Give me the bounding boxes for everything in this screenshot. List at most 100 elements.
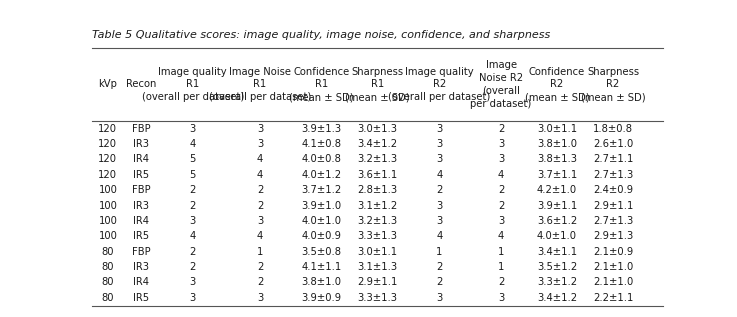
Text: 3.9±1.3: 3.9±1.3 <box>301 124 342 134</box>
Text: 4: 4 <box>257 170 263 180</box>
Text: 100: 100 <box>99 201 117 210</box>
Text: 3: 3 <box>189 293 196 303</box>
Text: 4.0±1.0: 4.0±1.0 <box>301 216 342 226</box>
Text: 3: 3 <box>436 216 442 226</box>
Text: 2.1±0.9: 2.1±0.9 <box>593 247 633 257</box>
Text: 3: 3 <box>436 139 442 149</box>
Text: Image quality
R1
(overall per dataset): Image quality R1 (overall per dataset) <box>142 67 244 102</box>
Text: 3.0±1.1: 3.0±1.1 <box>357 247 398 257</box>
Text: Image Noise
R1
(overall per dataset): Image Noise R1 (overall per dataset) <box>209 67 311 102</box>
Text: 3.0±1.1: 3.0±1.1 <box>537 124 577 134</box>
Text: 80: 80 <box>102 277 114 288</box>
Text: 2.1±1.0: 2.1±1.0 <box>593 277 633 288</box>
Text: 3.3±1.2: 3.3±1.2 <box>537 277 577 288</box>
Text: 3: 3 <box>436 124 442 134</box>
Text: 3: 3 <box>498 293 504 303</box>
Text: Recon: Recon <box>126 80 156 89</box>
Text: 2: 2 <box>498 185 504 195</box>
Text: 120: 120 <box>98 170 117 180</box>
Text: 3.8±1.0: 3.8±1.0 <box>537 139 577 149</box>
Text: 3.5±0.8: 3.5±0.8 <box>301 247 342 257</box>
Text: 4.0±1.2: 4.0±1.2 <box>301 170 342 180</box>
Text: 3: 3 <box>436 293 442 303</box>
Text: 2: 2 <box>498 124 504 134</box>
Text: 2: 2 <box>189 247 196 257</box>
Text: 3.1±1.3: 3.1±1.3 <box>357 262 398 272</box>
Text: 1.8±0.8: 1.8±0.8 <box>593 124 633 134</box>
Text: 2: 2 <box>257 262 263 272</box>
Text: 2: 2 <box>189 262 196 272</box>
Text: 5: 5 <box>189 154 196 165</box>
Text: Image quality
R2
(overall per dataset): Image quality R2 (overall per dataset) <box>388 67 491 102</box>
Text: Image
Noise R2
(overall
per dataset): Image Noise R2 (overall per dataset) <box>470 60 531 109</box>
Text: 3: 3 <box>436 201 442 210</box>
Text: 3.2±1.3: 3.2±1.3 <box>357 154 398 165</box>
Text: 1: 1 <box>498 247 504 257</box>
Text: 3.9±0.9: 3.9±0.9 <box>301 293 342 303</box>
Text: 1: 1 <box>498 262 504 272</box>
Text: 2: 2 <box>498 201 504 210</box>
Text: 100: 100 <box>99 185 117 195</box>
Text: 4: 4 <box>498 170 504 180</box>
Text: kVp: kVp <box>99 80 117 89</box>
Text: IR5: IR5 <box>133 293 150 303</box>
Text: 3: 3 <box>498 139 504 149</box>
Text: 4.1±0.8: 4.1±0.8 <box>301 139 342 149</box>
Text: 4.0±1.0: 4.0±1.0 <box>537 231 577 241</box>
Text: 80: 80 <box>102 247 114 257</box>
Text: 2: 2 <box>257 185 263 195</box>
Text: IR4: IR4 <box>133 216 150 226</box>
Text: 4: 4 <box>257 231 263 241</box>
Text: 2.9±1.3: 2.9±1.3 <box>593 231 633 241</box>
Text: 3.4±1.2: 3.4±1.2 <box>537 293 577 303</box>
Text: IR5: IR5 <box>133 231 150 241</box>
Text: FBP: FBP <box>132 124 150 134</box>
Text: 3: 3 <box>257 139 263 149</box>
Text: IR3: IR3 <box>133 139 150 149</box>
Text: 3.2±1.3: 3.2±1.3 <box>357 216 398 226</box>
Text: 2: 2 <box>436 185 443 195</box>
Text: 4.1±1.1: 4.1±1.1 <box>301 262 342 272</box>
Text: 2: 2 <box>498 277 504 288</box>
Text: 3.7±1.1: 3.7±1.1 <box>537 170 577 180</box>
Text: 100: 100 <box>99 216 117 226</box>
Text: 4: 4 <box>189 231 196 241</box>
Text: 3.6±1.2: 3.6±1.2 <box>537 216 577 226</box>
Text: IR3: IR3 <box>133 201 150 210</box>
Text: 3: 3 <box>189 124 196 134</box>
Text: 2.9±1.1: 2.9±1.1 <box>593 201 633 210</box>
Text: 2: 2 <box>257 201 263 210</box>
Text: 2: 2 <box>189 185 196 195</box>
Text: 2.7±1.3: 2.7±1.3 <box>593 170 633 180</box>
Text: 3.4±1.1: 3.4±1.1 <box>537 247 577 257</box>
Text: 3.7±1.2: 3.7±1.2 <box>301 185 342 195</box>
Text: 4: 4 <box>257 154 263 165</box>
Text: 100: 100 <box>99 231 117 241</box>
Text: 2.1±1.0: 2.1±1.0 <box>593 262 633 272</box>
Text: 2.9±1.1: 2.9±1.1 <box>357 277 398 288</box>
Text: 1: 1 <box>257 247 263 257</box>
Text: Sharpness
R2
(mean ± SD): Sharpness R2 (mean ± SD) <box>581 67 646 102</box>
Text: 80: 80 <box>102 262 114 272</box>
Text: 5: 5 <box>189 170 196 180</box>
Text: 3.0±1.3: 3.0±1.3 <box>357 124 398 134</box>
Text: 3: 3 <box>257 124 263 134</box>
Text: 2.8±1.3: 2.8±1.3 <box>357 185 398 195</box>
Text: 3.4±1.2: 3.4±1.2 <box>357 139 398 149</box>
Text: 1: 1 <box>436 247 443 257</box>
Text: 2: 2 <box>189 201 196 210</box>
Text: 4.0±0.8: 4.0±0.8 <box>301 154 342 165</box>
Text: 120: 120 <box>98 139 117 149</box>
Text: 2: 2 <box>257 277 263 288</box>
Text: 120: 120 <box>98 154 117 165</box>
Text: Sharpness
R1
(mean ± SD): Sharpness R1 (mean ± SD) <box>346 67 410 102</box>
Text: 4: 4 <box>436 170 442 180</box>
Text: 3: 3 <box>257 216 263 226</box>
Text: 3: 3 <box>498 216 504 226</box>
Text: FBP: FBP <box>132 247 150 257</box>
Text: 2.7±1.1: 2.7±1.1 <box>593 154 633 165</box>
Text: IR4: IR4 <box>133 277 150 288</box>
Text: FBP: FBP <box>132 185 150 195</box>
Text: 3.5±1.2: 3.5±1.2 <box>537 262 577 272</box>
Text: 80: 80 <box>102 293 114 303</box>
